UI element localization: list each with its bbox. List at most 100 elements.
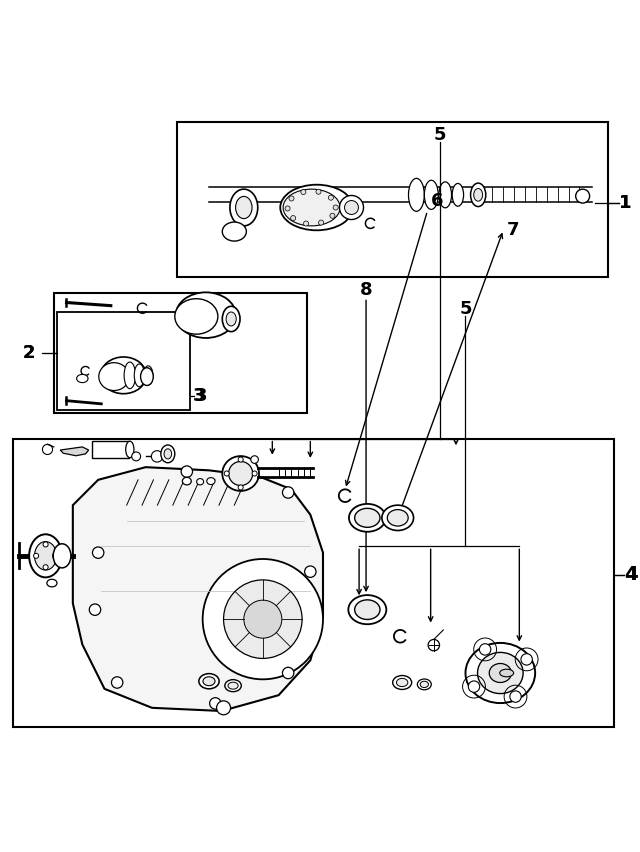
Circle shape: [216, 701, 230, 715]
Circle shape: [301, 189, 306, 194]
Ellipse shape: [489, 664, 511, 682]
Polygon shape: [60, 447, 89, 456]
Circle shape: [316, 189, 321, 194]
Ellipse shape: [203, 676, 215, 686]
Circle shape: [152, 451, 163, 462]
Circle shape: [43, 542, 48, 547]
Ellipse shape: [230, 189, 258, 226]
Polygon shape: [73, 467, 323, 711]
Ellipse shape: [236, 197, 252, 219]
Text: 4: 4: [625, 566, 638, 584]
Ellipse shape: [77, 374, 88, 383]
Circle shape: [210, 698, 221, 709]
Circle shape: [521, 653, 532, 665]
Text: 4: 4: [625, 566, 638, 584]
Text: 2: 2: [22, 344, 35, 362]
Ellipse shape: [176, 292, 236, 338]
Ellipse shape: [228, 462, 253, 486]
Circle shape: [92, 547, 104, 558]
Ellipse shape: [222, 222, 246, 241]
Ellipse shape: [424, 181, 438, 210]
Circle shape: [305, 566, 316, 578]
Circle shape: [90, 604, 100, 615]
Circle shape: [224, 471, 229, 476]
Text: 6: 6: [431, 193, 443, 210]
Bar: [13, 439, 614, 727]
Circle shape: [252, 471, 257, 476]
Circle shape: [33, 553, 38, 558]
Circle shape: [479, 644, 491, 655]
Ellipse shape: [99, 363, 129, 390]
Circle shape: [244, 600, 282, 638]
Text: 1: 1: [620, 194, 632, 212]
Circle shape: [428, 640, 440, 651]
Ellipse shape: [344, 200, 358, 215]
Ellipse shape: [417, 679, 431, 690]
Ellipse shape: [161, 445, 175, 463]
Ellipse shape: [500, 669, 514, 676]
Ellipse shape: [470, 183, 486, 206]
Bar: [54, 293, 307, 413]
Circle shape: [238, 457, 243, 462]
Ellipse shape: [387, 509, 408, 526]
Circle shape: [291, 216, 296, 221]
Ellipse shape: [396, 678, 408, 687]
Circle shape: [111, 676, 123, 688]
Ellipse shape: [355, 509, 380, 527]
Bar: [57, 312, 190, 410]
Text: 8: 8: [360, 281, 372, 299]
Ellipse shape: [393, 676, 412, 689]
Circle shape: [203, 559, 323, 679]
Circle shape: [330, 213, 335, 218]
Ellipse shape: [225, 680, 241, 692]
Text: 5: 5: [434, 126, 447, 144]
Ellipse shape: [207, 478, 215, 485]
Ellipse shape: [182, 477, 191, 485]
Circle shape: [238, 485, 243, 490]
Circle shape: [510, 691, 521, 702]
Ellipse shape: [474, 188, 483, 201]
Ellipse shape: [143, 366, 153, 385]
Ellipse shape: [164, 449, 172, 459]
Text: 2: 2: [22, 344, 35, 362]
Circle shape: [576, 189, 589, 203]
Ellipse shape: [228, 682, 238, 689]
Circle shape: [43, 565, 48, 570]
Ellipse shape: [175, 299, 218, 334]
Circle shape: [319, 220, 324, 225]
Circle shape: [468, 681, 480, 693]
Ellipse shape: [199, 674, 219, 688]
Ellipse shape: [280, 185, 353, 230]
Ellipse shape: [355, 600, 380, 619]
Text: 1: 1: [620, 194, 632, 212]
Circle shape: [282, 667, 294, 679]
Ellipse shape: [141, 368, 153, 385]
Circle shape: [282, 486, 294, 498]
Circle shape: [132, 452, 141, 461]
Ellipse shape: [196, 479, 204, 485]
Ellipse shape: [222, 307, 240, 331]
Circle shape: [251, 456, 259, 463]
Ellipse shape: [35, 542, 57, 570]
Text: 7: 7: [507, 221, 519, 239]
Text: 3: 3: [195, 387, 207, 405]
Circle shape: [333, 205, 338, 210]
Ellipse shape: [465, 643, 535, 703]
Ellipse shape: [134, 364, 145, 387]
Ellipse shape: [348, 595, 387, 625]
Ellipse shape: [349, 504, 386, 532]
Ellipse shape: [100, 357, 147, 394]
Ellipse shape: [124, 362, 136, 389]
Ellipse shape: [283, 189, 340, 226]
Circle shape: [42, 445, 52, 454]
Ellipse shape: [452, 183, 463, 206]
Circle shape: [223, 580, 302, 659]
Bar: [177, 122, 608, 277]
Ellipse shape: [408, 178, 424, 211]
Ellipse shape: [420, 682, 428, 688]
Ellipse shape: [47, 579, 57, 587]
Ellipse shape: [29, 534, 62, 578]
Ellipse shape: [439, 181, 452, 208]
Circle shape: [303, 221, 308, 226]
Circle shape: [181, 466, 193, 477]
